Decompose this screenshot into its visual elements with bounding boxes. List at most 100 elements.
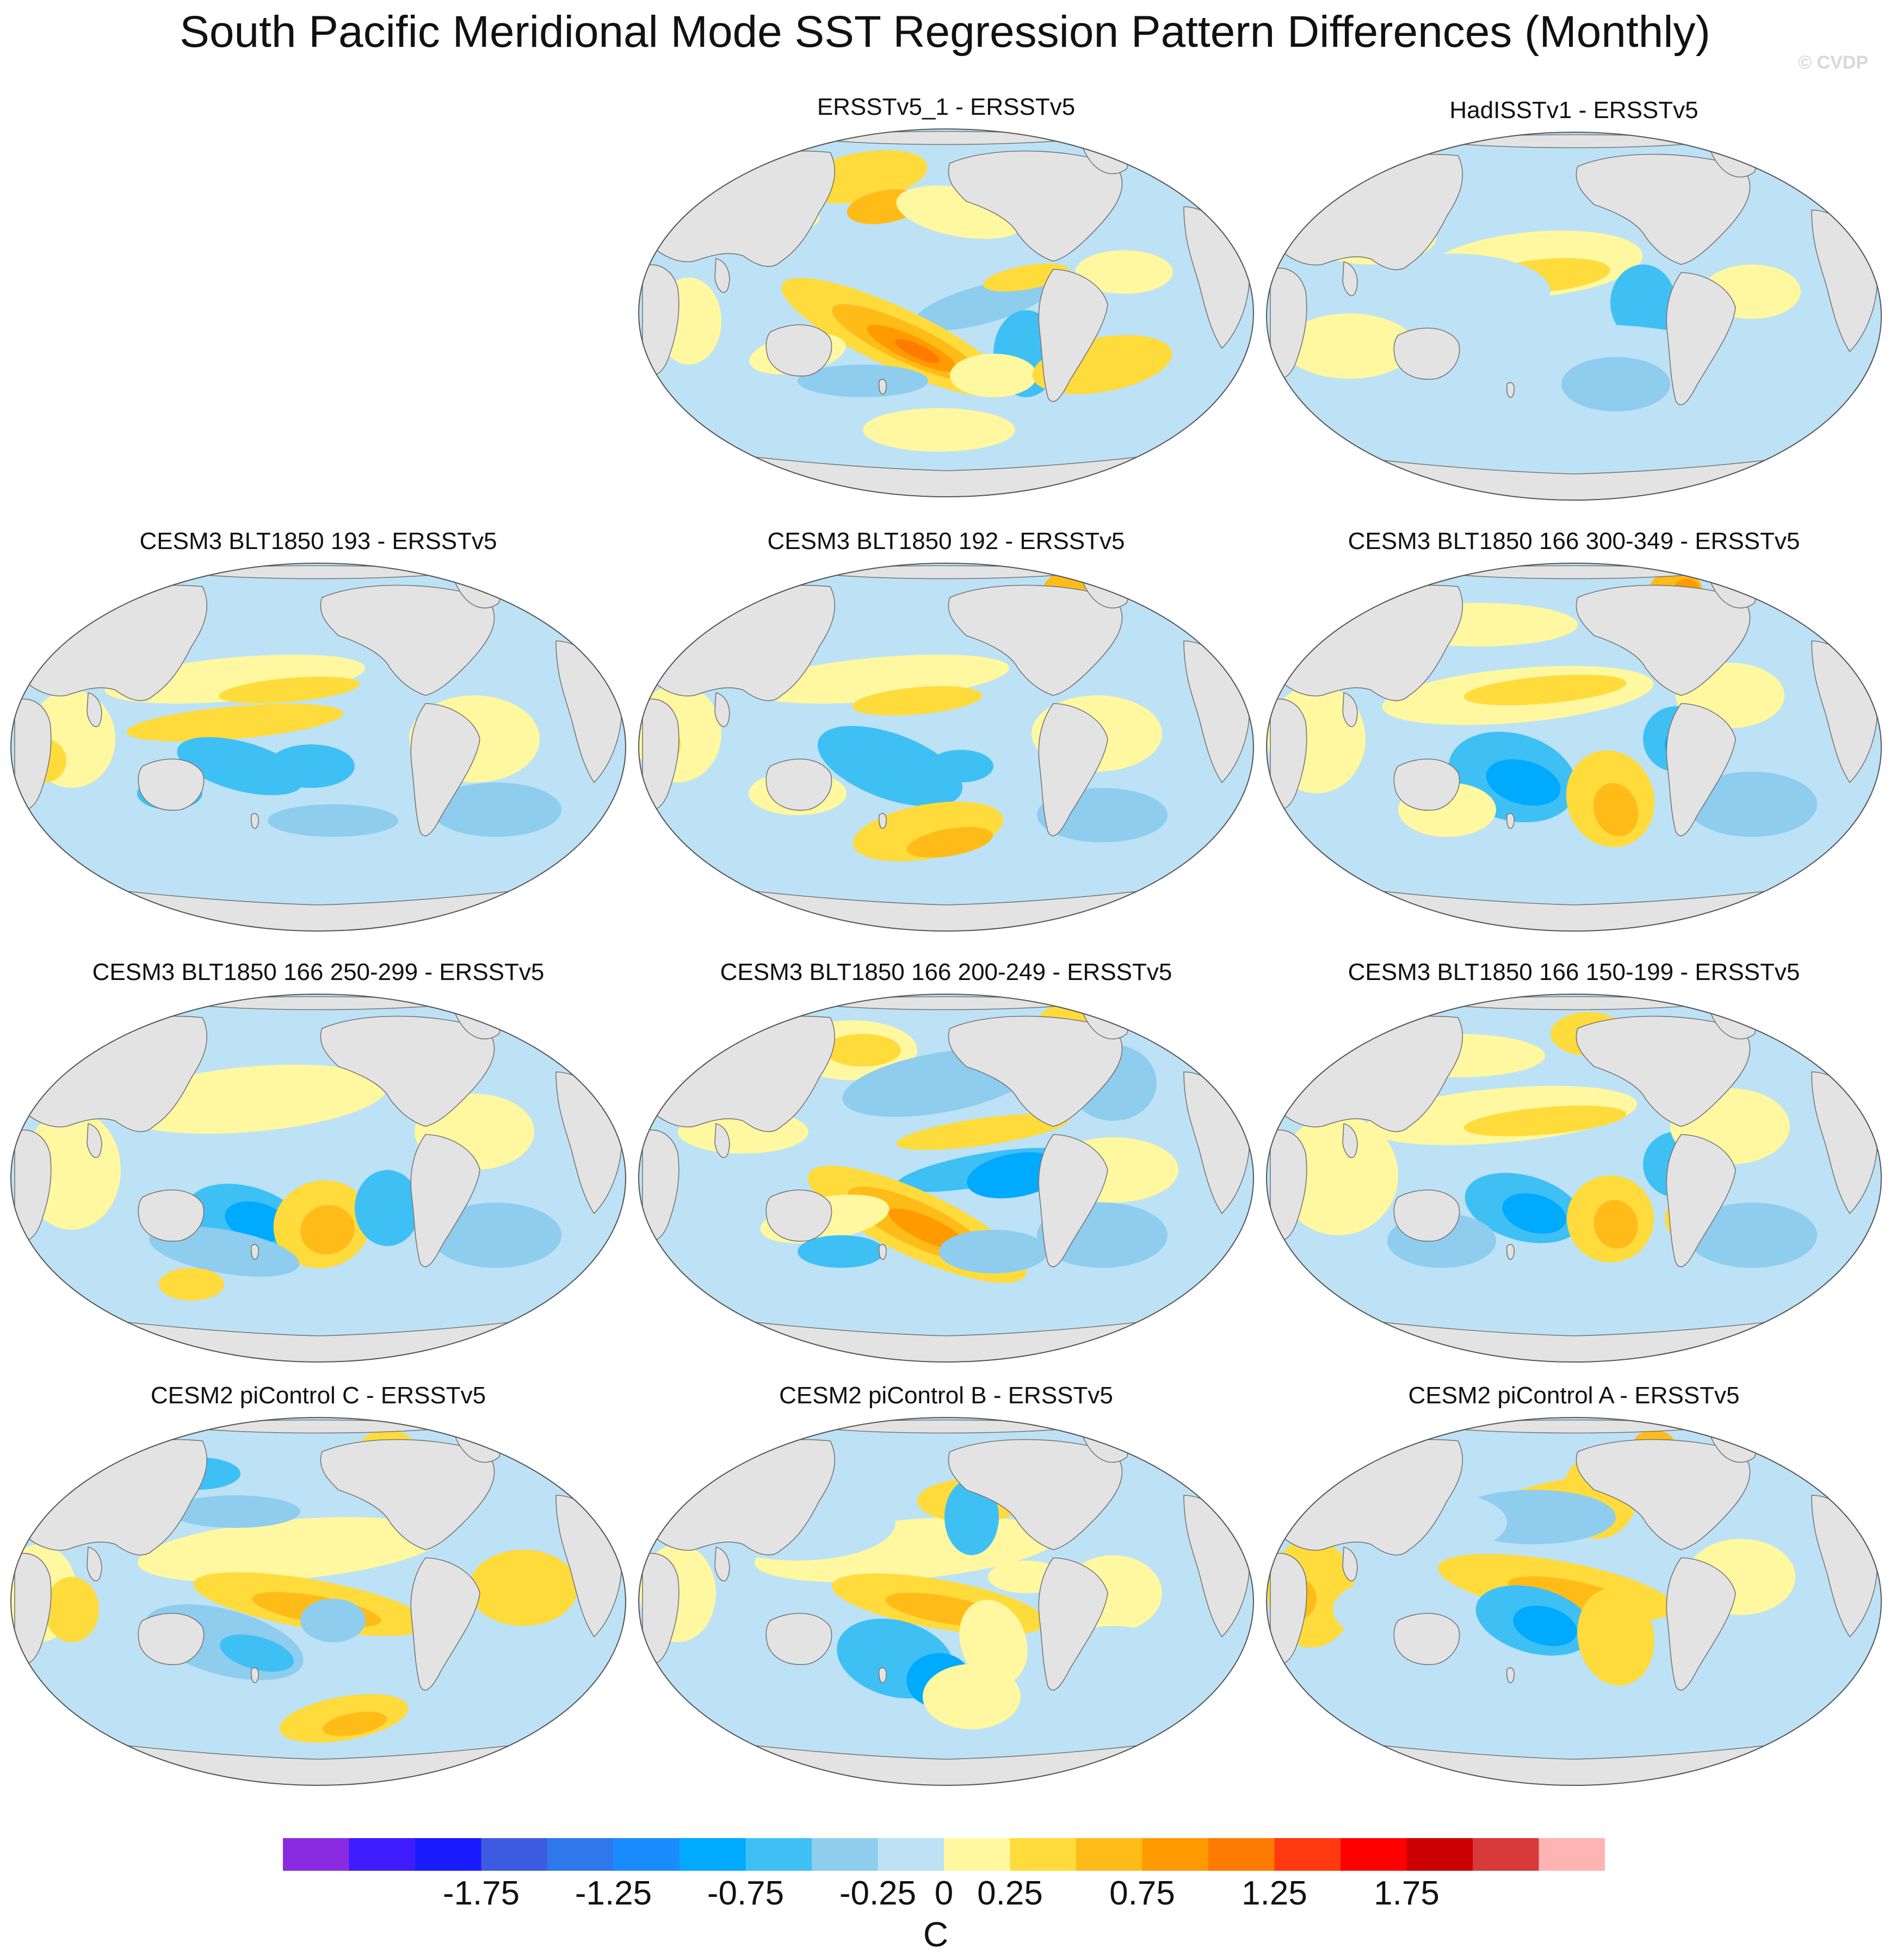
land-mass [138,1189,205,1242]
colorbar: -1.75 -1.25 -0.75 -0.25 0 0.25 0.75 1.25 1.75 [283,1838,1605,1909]
land-mass [878,813,887,829]
anomaly-contour [798,1235,885,1268]
map-panel-cesm2-picontrol-a: CESM2 piControl A - ERSSTv5 [1262,1382,1886,1796]
colorbar-box [349,1838,415,1871]
map-border [1266,994,1882,1363]
map-panel-cesm3-166-250-299: CESM3 BLT1850 166 250-299 - ERSSTv5 [7,959,630,1372]
land-mass [1506,382,1515,398]
panel-title: CESM2 piControl C - ERSSTv5 [150,1382,486,1409]
colorbar-box [613,1838,680,1871]
land-mass [765,1613,832,1665]
anomaly-contour [914,279,1051,331]
ocean-base [639,563,1253,931]
colorbar-box [1010,1838,1076,1871]
panel-title: CESM3 BLT1850 193 - ERSSTv5 [139,528,497,554]
anomaly-contour [1075,250,1173,294]
anomaly-contour [149,1226,300,1277]
land-mass [1666,1134,1736,1267]
colorbar-box [547,1838,614,1871]
land-mass [320,1015,495,1127]
land-mass [1576,1439,1751,1550]
map-panel-cesm3-192: CESM3 BLT1850 192 - ERSSTv5 [634,528,1258,941]
anomaly-contour [126,704,344,742]
sst-difference-map [10,1417,626,1786]
land-mass [1342,261,1358,297]
land-mass [714,692,730,728]
panel-title: CESM3 BLT1850 166 250-299 - ERSSTv5 [92,959,545,985]
anomaly-contour [1610,264,1676,341]
map-border [10,994,626,1363]
anomaly-contour [825,1034,901,1067]
anomaly-contour [667,408,885,452]
anomaly-contour [798,365,928,397]
land-mass [250,1244,259,1260]
land-mass [948,1015,1123,1127]
sst-difference-map [1266,1417,1882,1786]
land-mass [1666,272,1736,405]
anomaly-contour [1463,1105,1627,1137]
anomaly-contour [944,1479,999,1555]
anomaly-contour [817,726,963,806]
land-mass [714,1546,730,1582]
panel-title: HadISSTv1 - ERSSTv5 [1449,97,1698,124]
map-panel-cesm3-166-300-349: CESM3 BLT1850 166 300-349 - ERSSTv5 [1262,528,1886,941]
colorbar-tick-label: 0.75 [1109,1875,1175,1909]
anomaly-contour [219,1634,294,1672]
sst-difference-map [638,563,1254,932]
land-mass [87,1546,102,1582]
colorbar-unit-label: C [923,1915,949,1954]
anomaly-contour [959,1600,1028,1685]
sst-difference-map [10,563,626,932]
anomaly-contour [431,1203,561,1268]
colorbar-box [1473,1838,1539,1871]
land-mass [1506,813,1515,829]
land-mass [87,1123,102,1158]
land-mass [1038,703,1108,836]
map-border [638,1417,1254,1786]
map-panel-cesm3-193: CESM3 BLT1850 193 - ERSSTv5 [7,528,630,941]
anomaly-contour [896,1113,1069,1150]
land-mass [410,1557,480,1691]
anomaly-contour [950,354,1037,397]
anomaly-contour [170,1495,300,1528]
colorbar-tick-label: -0.75 [707,1875,784,1909]
anomaly-contour [1284,313,1415,379]
land-mass [878,1244,887,1260]
page-title: South Pacific Meridional Mode SST Regres… [180,7,1710,57]
anomaly-contour [852,686,983,716]
land-mass [765,1189,832,1242]
anomaly-contour [983,408,1222,452]
cvdp-watermark: © CVDP [1798,52,1868,73]
anomaly-contour [219,676,360,704]
land-mass [714,1123,730,1158]
anomaly-contour [825,617,988,655]
anomaly-contour [322,1711,387,1736]
colorbar-tick-label: 0.25 [977,1875,1043,1909]
map-border [638,563,1254,932]
panel-title: CESM3 BLT1850 192 - ERSSTv5 [767,528,1125,554]
map-border [10,563,626,932]
land-mass [1576,584,1751,696]
land-mass [1666,703,1736,836]
colorbar-box [878,1838,944,1871]
sst-difference-map [1266,563,1882,932]
colorbar-tick-label: 0 [935,1875,953,1909]
anomaly-contour [1463,674,1627,706]
map-panel-cesm2-picontrol-b: CESM2 piControl B - ERSSTv5 [634,1382,1258,1796]
anomaly-contour [1355,254,1551,330]
sst-difference-map [638,1417,1254,1786]
colorbar-box [680,1838,746,1871]
anomaly-contour [225,1201,289,1242]
sst-difference-map [638,128,1254,497]
land-mass [320,1439,495,1550]
panel-title: CESM3 BLT1850 166 200-249 - ERSSTv5 [720,959,1172,985]
anomaly-contour [1561,357,1670,411]
colorbar-tick-label: -0.25 [839,1875,916,1909]
anomaly-contour [894,339,940,363]
land-mass [1506,1667,1515,1684]
anomaly-contour [268,804,398,837]
land-mass [1038,1134,1108,1267]
anomaly-contour [300,1205,355,1255]
anomaly-contour [1502,1193,1566,1234]
anomaly-contour [138,1517,441,1582]
